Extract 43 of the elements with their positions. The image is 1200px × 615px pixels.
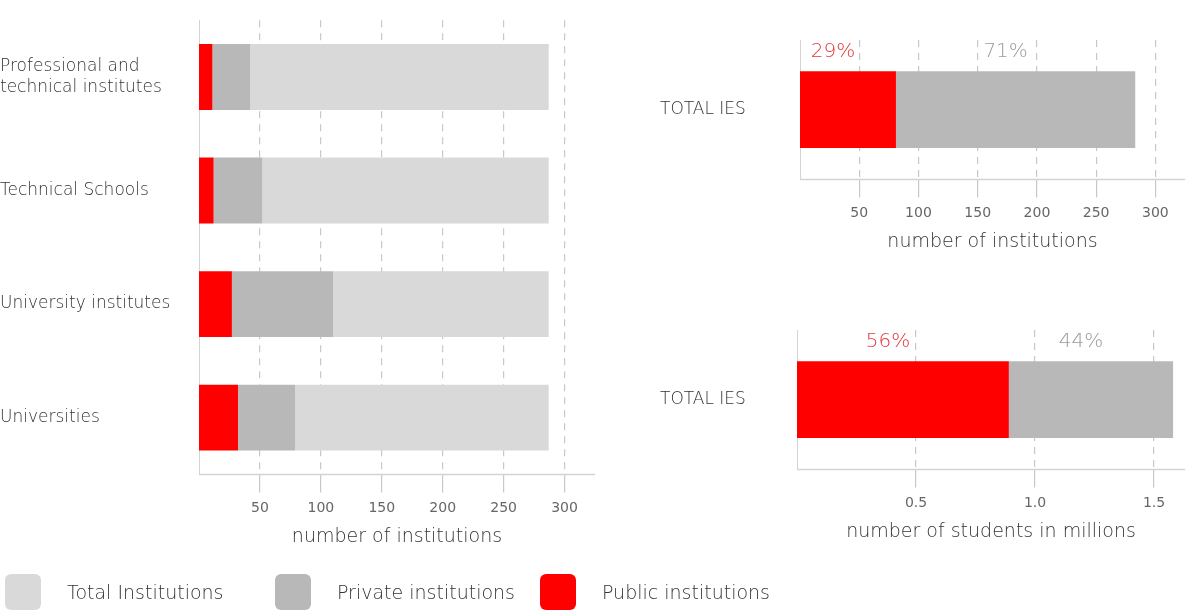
x-axis-title: number of students in millions (846, 518, 1136, 541)
bar (262, 157, 549, 224)
bar (212, 44, 251, 110)
x-tick-label: 50 (251, 499, 269, 516)
x-tick-label: 150 (368, 499, 396, 516)
bar (199, 271, 232, 338)
x-tick-label: 250 (1082, 204, 1110, 221)
bar (199, 44, 213, 110)
x-tick-label: 1.0 (1023, 494, 1047, 511)
bar (237, 384, 296, 451)
bar (250, 44, 549, 110)
x-tick-label: 300 (1142, 204, 1169, 221)
bar (199, 157, 214, 224)
x-tick-label: 100 (905, 204, 932, 221)
legend-label: Public institutions (602, 581, 771, 603)
bar (295, 384, 549, 451)
bar (213, 157, 263, 224)
x-tick-label: 50 (850, 204, 869, 221)
y-tick-label: TOTAL IES (660, 388, 746, 409)
annotation: 56% (865, 327, 911, 352)
y-tick-label: Professional and technical institutes (0, 55, 162, 96)
x-tick-label: 200 (429, 499, 457, 516)
x-axis-title: number of institutions (887, 228, 1098, 251)
y-tick-label: University institutes (0, 292, 171, 313)
x-tick-label: 100 (307, 499, 335, 516)
x-tick-label: 150 (964, 204, 992, 221)
bar (231, 271, 334, 338)
x-tick-label: 1.5 (1142, 494, 1166, 511)
x-tick-label: 200 (1023, 204, 1051, 221)
y-tick-label: TOTAL IES (660, 98, 746, 119)
y-tick-label: Technical Schools (0, 178, 149, 199)
bar (333, 271, 549, 338)
legend-label: Private institutions (337, 581, 516, 603)
annotation: 29% (810, 37, 856, 62)
y-tick-label: Universities (0, 406, 100, 427)
x-tick-label: 250 (490, 499, 517, 516)
x-axis-title: number of institutions (291, 523, 503, 546)
bar (199, 384, 238, 451)
x-tick-label: 300 (551, 499, 578, 516)
annotation: 44% (1058, 327, 1104, 352)
legend-label: Total Institutions (67, 581, 224, 603)
x-tick-label: 0.5 (904, 494, 928, 511)
annotation: 71% (983, 37, 1028, 62)
